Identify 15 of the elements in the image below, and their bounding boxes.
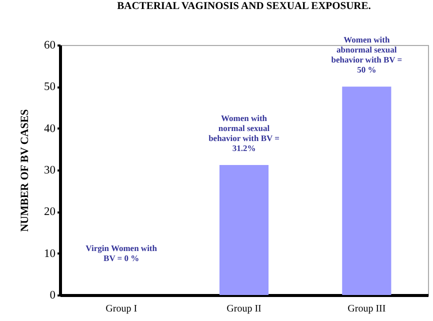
- annotation: Women with abnormal sexual behavior with BV = 50 %: [331, 34, 402, 75]
- annotation: Women with normal sexual behavior with BV = 31.2%: [208, 113, 280, 153]
- y-tick-label: 60: [44, 40, 56, 52]
- y-tick-label: 30: [44, 164, 56, 176]
- y-tick-label: 20: [44, 206, 56, 218]
- y-tick-label: 50: [44, 81, 56, 94]
- x-tick-label: Group I: [106, 304, 138, 314]
- y-axis-title: NUMBER OF BV CASES: [19, 109, 31, 232]
- x-tick-label: Group II: [226, 304, 262, 314]
- y-tick-label: 10: [44, 248, 56, 260]
- chart-title: BACTERIAL VAGINOSIS AND SEXUAL EXPOSURE.: [117, 1, 372, 12]
- y-tick-label: 0: [50, 290, 56, 302]
- y-tick-label: 40: [44, 122, 56, 135]
- x-tick-label: Group III: [348, 304, 386, 314]
- annotation: Virgin Women with BV = 0 %: [86, 243, 158, 263]
